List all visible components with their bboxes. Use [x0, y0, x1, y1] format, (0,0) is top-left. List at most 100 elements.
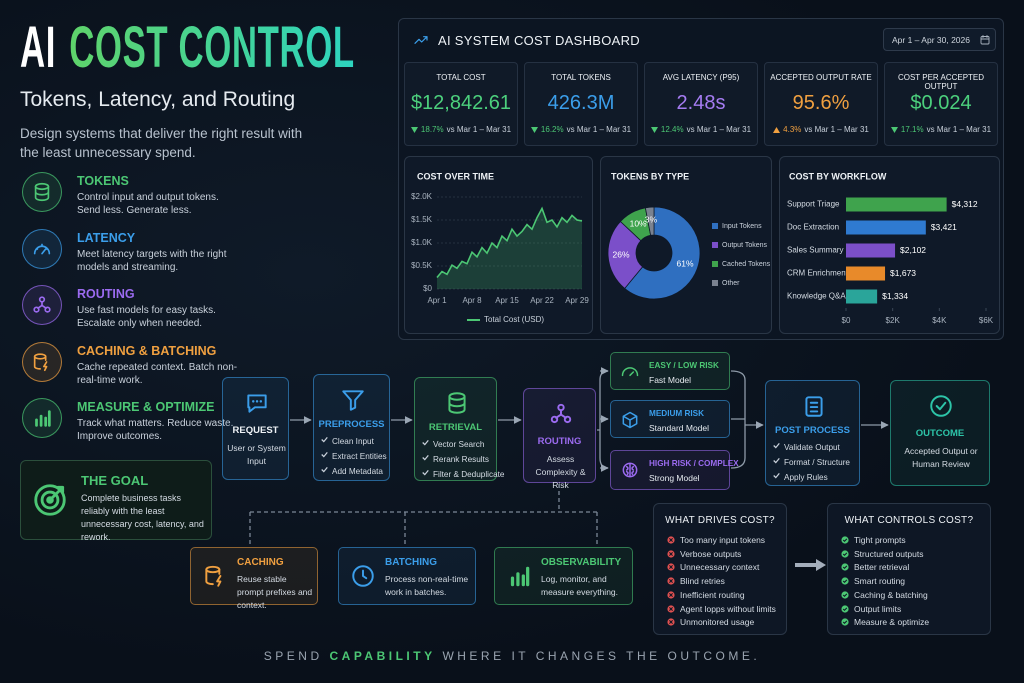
arrow	[730, 370, 746, 469]
route-model: Fast Model	[649, 375, 692, 385]
bullet-check	[422, 454, 429, 461]
change-comparison: vs Mar 1 – Mar 31	[446, 125, 512, 134]
change-arrow	[650, 126, 658, 133]
change-value: 4.3%	[783, 125, 802, 134]
pillar-title: TOKENS	[77, 174, 129, 188]
change-arrow	[890, 126, 898, 133]
kpi-change: 16.2% vs Mar 1 – Mar 31	[525, 125, 637, 134]
pillar-text: Control input and output tokens. Send le…	[77, 192, 219, 216]
footer: SPEND CAPABILITY WHERE IT CHANGES THE OU…	[0, 649, 1024, 663]
list-item: Smart routing	[841, 576, 905, 586]
pillar-icon	[22, 398, 62, 438]
icon	[622, 411, 638, 429]
icon	[33, 296, 51, 313]
bullet-check	[321, 451, 328, 458]
kpi-value: $0.024	[910, 92, 972, 114]
step-item: Add Metadata	[321, 464, 389, 479]
bullet-icon	[667, 563, 675, 571]
flow-step: POST PROCESS Validate Output Format / Stru…	[765, 380, 860, 486]
pillar-icon	[22, 228, 62, 269]
change-value: 17.1%	[900, 125, 924, 134]
pillar-text: Use fast models for easy tasks. Escalate…	[77, 305, 216, 329]
bullet-icon	[667, 618, 675, 626]
bullet-icon	[841, 618, 849, 626]
step-item: Extract Entities	[321, 449, 389, 464]
bullet-icon	[667, 550, 675, 558]
arrow	[597, 370, 609, 469]
cost-drivers: WHAT DRIVES COST? Too many input tokens Ve…	[653, 503, 787, 635]
list-item: Verbose outputs	[667, 549, 741, 559]
icon	[930, 395, 952, 417]
icon	[33, 243, 51, 254]
flow-step: ROUTING Assess Complexity & Risk	[523, 388, 596, 490]
icon	[34, 484, 66, 516]
kpi-value: 426.3M	[547, 92, 615, 114]
kpi-change: 12.4% vs Mar 1 – Mar 31	[645, 125, 757, 134]
change-comparison: vs Mar 1 – Mar 31	[686, 125, 752, 134]
support: OBSERVABILITY Log, monitor, and measure e…	[494, 547, 633, 605]
step-text: Accepted Output or Human Review	[904, 446, 978, 469]
step-item: Rerank Results	[422, 452, 496, 467]
support-text: Reuse stable prompt prefixes and context…	[237, 574, 313, 610]
step-text: Assess Complexity & Risk	[535, 454, 586, 490]
list-item: Caching & batching	[841, 590, 928, 600]
step-text: User or System Input	[227, 443, 286, 466]
bullet-check	[773, 442, 780, 449]
support-title: OBSERVABILITY	[541, 557, 622, 568]
list-item: Tight prompts	[841, 535, 906, 545]
change-value: 18.7%	[420, 125, 444, 134]
icon	[33, 352, 48, 371]
bullet-icon	[841, 604, 849, 613]
route: MEDIUM RISK Standard Model	[610, 400, 730, 438]
list-item: Structured outputs	[841, 549, 923, 559]
route-title: HIGH RISK / COMPLEX	[649, 459, 739, 468]
route: EASY / LOW RISK Fast Model	[610, 352, 730, 390]
subtitle: Tokens, Latency, and Routing	[20, 88, 296, 111]
icon	[205, 565, 222, 587]
chart-panel	[779, 156, 1000, 334]
icon	[510, 566, 530, 587]
bullet-icon	[841, 536, 849, 544]
support-title: BATCHING	[385, 557, 438, 568]
kpi-value: $12,842.61	[410, 92, 512, 114]
goal-text: Complete business tasks reliably with th…	[81, 493, 204, 542]
step-title: ROUTING	[537, 436, 582, 447]
bullet-icon	[667, 591, 675, 599]
flow-step: RETRIEVAL Vector Search Rerank Results Filt…	[414, 377, 504, 482]
kpi-card: TOTAL TOKENS 426.3M 16.2% vs Mar 1 – Mar 31	[524, 62, 638, 146]
footer-lead: SPEND	[263, 649, 323, 663]
title-main: COST CONTROL	[69, 15, 355, 80]
kpi-card: ACCEPTED OUTPUT RATE 95.6% 4.3% vs Mar 1 – …	[764, 62, 878, 146]
chart-panel	[600, 156, 772, 334]
list-item: Inefficient routing	[667, 590, 745, 600]
step-item: Filter & Deduplicate	[422, 467, 504, 482]
pillar-title: LATENCY	[77, 230, 136, 245]
goal-box: THE GOAL Complete business tasks reliabl…	[20, 460, 212, 542]
icon	[34, 182, 50, 202]
pillar-text: Cache repeated context. Batch non-real-t…	[77, 361, 238, 386]
icon	[35, 410, 51, 427]
bullet-check	[773, 457, 780, 464]
dashboard-title: AI SYSTEM COST DASHBOARD	[438, 33, 640, 48]
list-item: Output limits	[841, 604, 901, 614]
icon	[414, 36, 428, 44]
pillar-text: Meet latency targets with the right mode…	[77, 248, 227, 273]
step-title: PREPROCESS	[318, 419, 385, 430]
step-title: OUTCOME	[915, 428, 965, 439]
step-item: Validate Output	[773, 440, 859, 455]
kpi-card: TOTAL COST $12,842.61 18.7% vs Mar 1 – Mar …	[404, 62, 518, 146]
step-item: Vector Search	[422, 437, 496, 452]
list-title: WHAT DRIVES COST?	[665, 515, 775, 526]
kpi-label: ACCEPTED OUTPUT RATE	[770, 73, 872, 82]
list-item: Too many input tokens	[667, 535, 765, 545]
step-items: Validate Output Format / Structure Apply R…	[773, 440, 859, 485]
pillar-icon	[22, 285, 62, 325]
list-item: Better retrieval	[841, 562, 909, 572]
support-text: Process non-real-time work in batches.	[385, 574, 469, 597]
step-title: RETRIEVAL	[428, 422, 483, 433]
pillar-text: Track what matters. Reduce waste. Improv…	[77, 418, 234, 442]
flow-step: REQUEST User or System Input	[222, 377, 289, 480]
bullet-check	[321, 436, 328, 443]
list-item: Unnecessary context	[667, 562, 759, 572]
icon	[352, 565, 374, 587]
